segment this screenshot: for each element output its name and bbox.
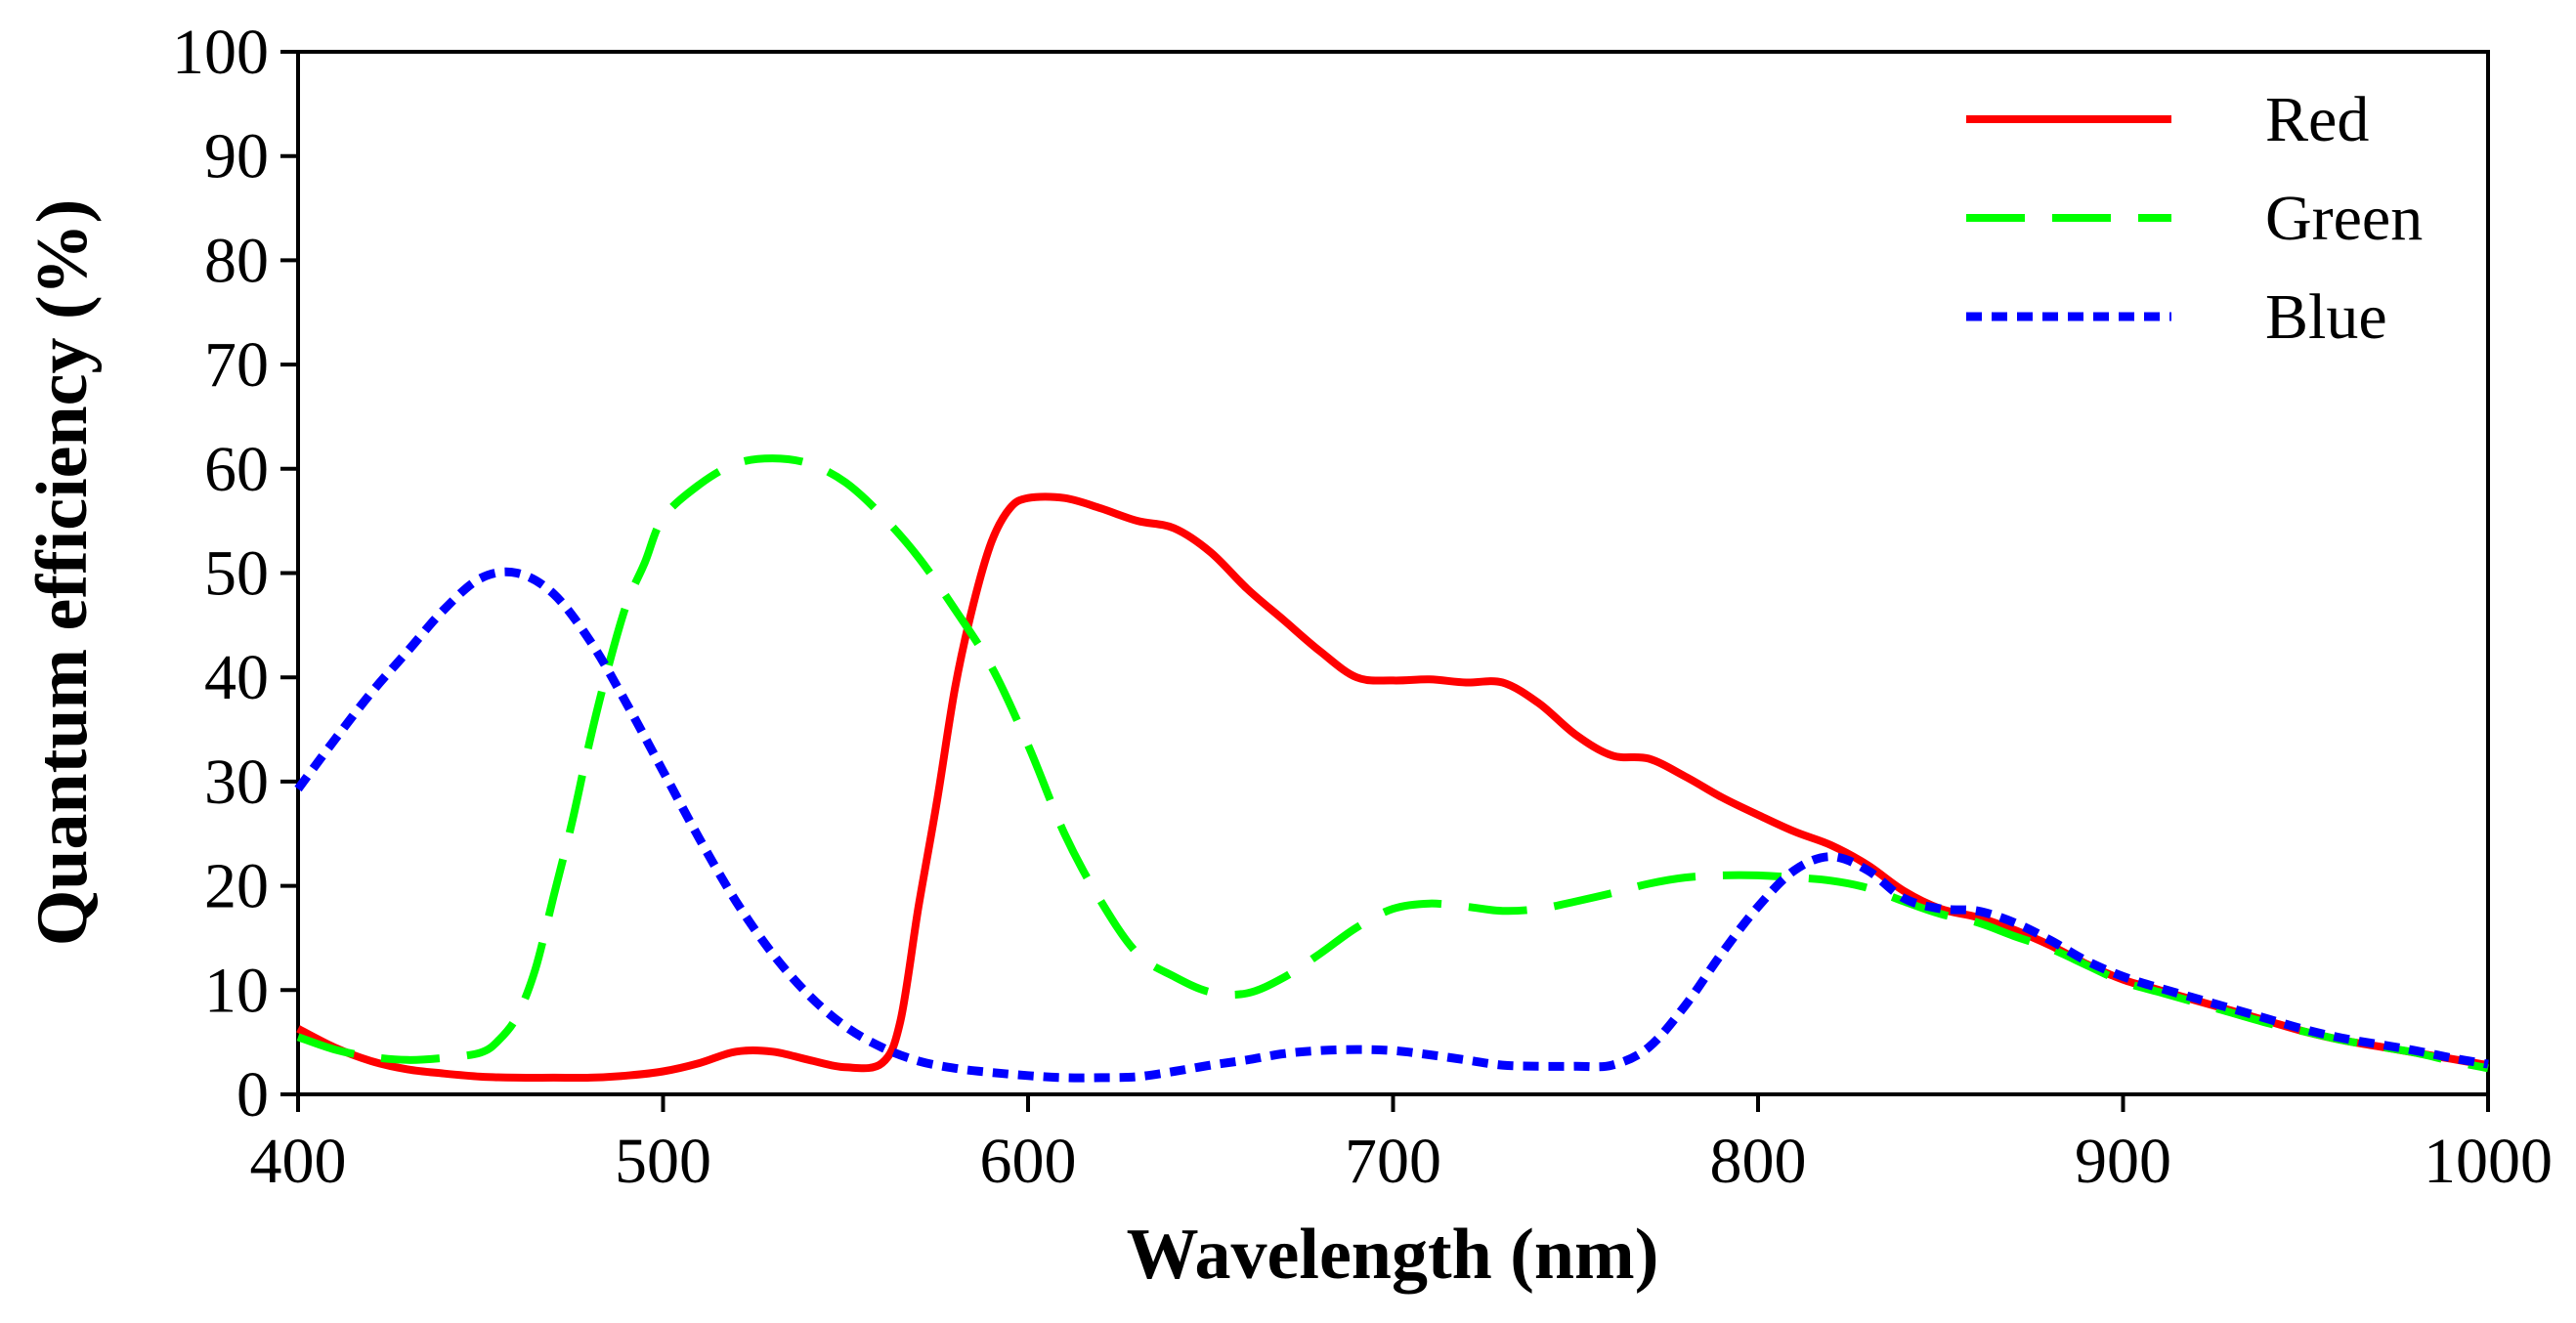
y-axis-title: Quantum efficiency (%) <box>22 199 103 947</box>
series-lines <box>294 454 2489 1083</box>
y-tick-label: 50 <box>204 538 269 610</box>
y-tick-label: 10 <box>204 955 269 1026</box>
y-tick-label: 40 <box>204 642 269 713</box>
y-tick-label: 0 <box>236 1059 269 1131</box>
x-tick-label: 500 <box>615 1126 711 1197</box>
y-tick-label: 100 <box>172 17 269 88</box>
x-axis: 400 500 600 700 800 900 1000 <box>250 1094 2553 1197</box>
legend: Red Green Blue <box>1966 84 2423 353</box>
y-tick-label: 30 <box>204 747 269 818</box>
series-line-green <box>296 454 2489 1073</box>
x-tick-label: 700 <box>1345 1126 1441 1197</box>
y-tick-label: 20 <box>204 851 269 922</box>
y-tick-label: 80 <box>204 225 269 296</box>
x-axis-title: Wavelength (nm) <box>1127 1215 1659 1295</box>
series-line-blue <box>294 567 2489 1083</box>
x-tick-label: 1000 <box>2424 1126 2553 1197</box>
plot-frame <box>296 50 2490 1096</box>
x-tick-label: 600 <box>980 1126 1077 1197</box>
x-tick-label: 400 <box>250 1126 347 1197</box>
x-tick-label: 800 <box>1710 1126 1807 1197</box>
y-tick-label: 90 <box>204 121 269 192</box>
y-axis: 0 10 20 30 40 50 60 70 80 90 100 <box>172 17 298 1131</box>
legend-label-blue: Blue <box>2265 281 2387 353</box>
legend-label-red: Red <box>2265 84 2369 155</box>
x-tick-label: 900 <box>2075 1126 2171 1197</box>
y-tick-label: 60 <box>204 434 269 505</box>
y-tick-label: 70 <box>204 329 269 401</box>
legend-label-green: Green <box>2265 183 2423 254</box>
